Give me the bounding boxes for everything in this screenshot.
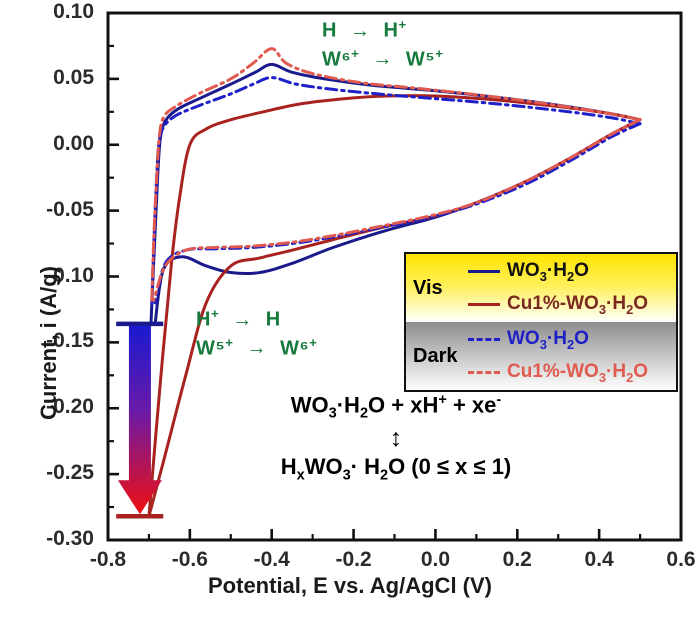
y-tick-label: -0.30 (46, 527, 94, 550)
reduction-annotation-line1: H+ → H (196, 306, 281, 331)
x-tick-label: 0.0 (420, 548, 451, 571)
y-tick-label: -0.25 (46, 461, 94, 485)
legend-group-dark: Dark WO3·H2O Cu1%-WO3·H2O (406, 322, 676, 390)
x-tick-label: -0.8 (89, 548, 127, 571)
oxidation-annotation: H → H+ W⁶+ → W⁵+ (322, 16, 443, 73)
legend-swatch-solid-icon (468, 270, 500, 273)
legend-entry-label: WO3·H2O (507, 327, 589, 352)
legend-swatch-dashed-icon (468, 338, 500, 341)
x-tick-label: 0.6 (666, 548, 696, 571)
y-tick-label: 0.05 (53, 65, 94, 89)
x-tick-label: -0.6 (171, 548, 208, 571)
reaction-equation: WO3·H2O + xH+ + xe- ↕ HxWO3· H2O (0 ≤ x … (186, 392, 606, 484)
legend-swatch-solid-icon (468, 303, 500, 306)
level-markers (116, 321, 164, 519)
y-tick-label: 0.00 (53, 131, 94, 155)
reaction-equation-arrow: ↕ (389, 423, 403, 452)
legend-entry-label: Cu1%-WO3·H2O (507, 360, 649, 385)
x-tick-label: -0.4 (253, 548, 290, 571)
y-tick-label: -0.20 (46, 395, 94, 419)
y-tick-label: 0.10 (53, 0, 94, 23)
legend-entry[interactable]: Cu1%-WO3·H2O (468, 291, 648, 319)
y-tick-label: -0.05 (46, 197, 94, 221)
reaction-equation-line2: HxWO3· H2O (0 ≤ x ≤ 1) (280, 453, 512, 484)
oxidation-annotation-line1: H → H+ (322, 17, 407, 42)
legend-group-label: Vis (413, 276, 443, 299)
legend-group-label: Dark (413, 344, 458, 367)
legend-entry-label: WO3·H2O (507, 259, 589, 284)
x-tick-label: -0.2 (335, 548, 372, 571)
legend-entry-label: Cu1%-WO3·H2O (507, 292, 649, 317)
y-tick-label: -0.10 (46, 263, 94, 287)
curve-dash-dot-anodic (150, 47, 642, 302)
oxidation-annotation-line2: W⁶+ → W⁵+ (322, 45, 444, 71)
x-tick-label: 0.2 (502, 548, 532, 571)
legend-group-vis: Vis WO3·H2O Cu1%-WO3·H2O (406, 254, 676, 322)
reaction-equation-line1: WO3·H2O + xH+ + xe- (290, 392, 502, 422)
plot-frame (106, 11, 683, 542)
legend-swatch-dashed-icon (468, 371, 500, 374)
legend-entry[interactable]: WO3·H2O (468, 326, 648, 354)
legend-entry[interactable]: WO3·H2O (468, 258, 648, 286)
reduction-annotation: H+ → H W⁵+ → W⁶+ (196, 305, 317, 362)
curve-dash-dot-cathodic (152, 118, 642, 302)
data-curves (147, 47, 642, 518)
reduction-annotation-line2: W⁵+ → W⁶+ (196, 334, 318, 360)
curve-solid-anodic (147, 94, 642, 518)
y-tick-label: -0.15 (46, 329, 94, 353)
y-axis-title: Current, i (A/g) (36, 266, 61, 420)
x-tick-label: 0.4 (584, 548, 614, 571)
x-axis-title: Potential, E vs. Ag/AgCl (V) (208, 573, 492, 598)
legend: Vis WO3·H2O Cu1%-WO3·H2O Dark WO3·H2O Cu1%-WO… (404, 252, 678, 392)
blue-to-red-down-arrow (117, 325, 162, 515)
legend-entry[interactable]: Cu1%-WO3·H2O (468, 359, 648, 387)
